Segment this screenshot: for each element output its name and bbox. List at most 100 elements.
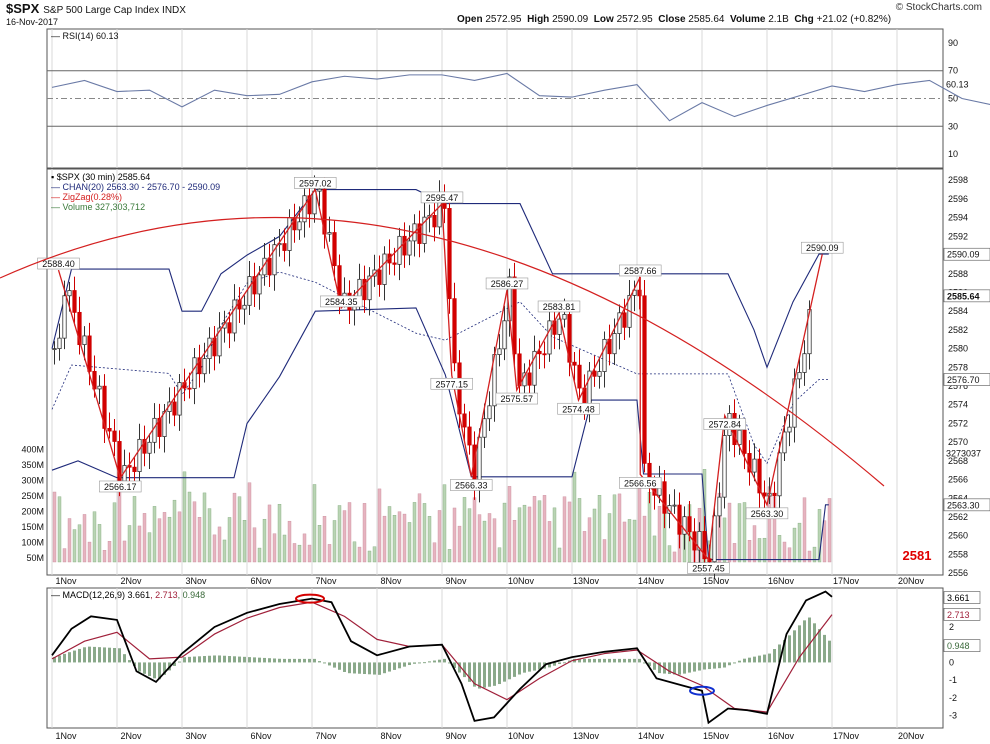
candle-body	[312, 190, 317, 215]
price-y-tick: 2578	[948, 362, 968, 372]
chart-symbol-title: $SPX S&P 500 Large Cap Index INDX	[6, 1, 186, 16]
macd-histogram-bar	[123, 654, 126, 663]
macd-histogram-bar	[193, 656, 196, 663]
macd-histogram-bar	[563, 662, 566, 664]
zigzag-label-box	[485, 277, 529, 290]
volume-bar	[732, 543, 737, 563]
volume-bar	[802, 497, 807, 563]
price-right-label-box	[943, 373, 990, 386]
zigzag-label: 2590.09	[806, 243, 839, 253]
macd-histogram-bar	[673, 662, 676, 675]
candle-body	[707, 558, 712, 563]
macd-histogram-bar	[498, 662, 501, 685]
volume-bar	[592, 508, 597, 563]
candle-body	[407, 240, 412, 256]
candle-body	[722, 435, 727, 498]
macd-histogram-bar	[773, 649, 776, 663]
macd-histogram-bar	[508, 662, 511, 680]
volume-bar	[287, 520, 292, 563]
macd-histogram-bar	[283, 658, 286, 663]
low-value: 2572.95	[616, 14, 653, 25]
x-tick-label: 20Nov	[898, 731, 925, 741]
high-label: High	[527, 14, 550, 25]
candle-body	[717, 496, 722, 517]
candle-body	[402, 235, 407, 256]
volume-bar	[417, 493, 422, 563]
macd-histogram-bar	[408, 662, 411, 666]
macd-histogram-bar	[433, 660, 436, 663]
x-tick-label: 2Nov	[120, 576, 142, 586]
macd-histogram-bar	[588, 658, 591, 663]
zigzag-label: 2575.57	[500, 394, 533, 404]
macd-histogram-bar	[103, 647, 106, 663]
candle-body	[497, 348, 502, 355]
macd-histogram-bar	[228, 656, 231, 663]
price-y-tick: 2558	[948, 549, 968, 559]
volume-bar	[542, 495, 547, 563]
candle-body	[242, 304, 247, 310]
candle-body	[377, 269, 382, 285]
volume-bar	[307, 544, 312, 563]
volume-bar	[277, 504, 282, 563]
macd-histogram-bar	[823, 634, 826, 663]
candle-body	[642, 295, 647, 464]
volume-bar	[817, 509, 822, 563]
volume-bar	[362, 503, 367, 563]
volume-bar	[477, 514, 482, 563]
volume-bar	[247, 482, 252, 563]
zigzag-line	[57, 187, 823, 562]
macd-y-tick: 0	[949, 657, 954, 667]
volume-bar	[567, 501, 572, 563]
macd-histogram-bar	[693, 662, 696, 672]
macd-histogram-bar	[718, 662, 721, 669]
macd-histogram-bar	[358, 662, 361, 674]
candle-body	[502, 320, 507, 350]
macd-histogram-bar	[153, 662, 156, 679]
volume-y-tick: 150M	[21, 522, 44, 532]
close-label: Close	[658, 14, 686, 25]
macd-histogram-bar	[468, 662, 471, 682]
candle-body	[422, 216, 427, 244]
macd-histogram-bar	[198, 656, 201, 663]
macd-histogram-bar	[463, 662, 466, 678]
candlesticks	[52, 175, 812, 578]
volume-bar	[262, 518, 267, 563]
price-y-tick: 2562	[948, 512, 968, 522]
candle-body	[562, 314, 567, 320]
candle-body	[132, 466, 137, 472]
candle-body	[382, 253, 387, 285]
macd-histogram-bar	[648, 662, 651, 667]
macd-histogram-bar	[443, 658, 446, 663]
volume-bar	[252, 527, 257, 563]
x-tick-label: 6Nov	[250, 576, 272, 586]
quote-summary: Open 2572.95 High 2590.09 Low 2572.95 Cl…	[457, 14, 891, 25]
volume-bar	[412, 502, 417, 563]
price-right-label-box	[943, 289, 990, 303]
volume-bar	[147, 532, 152, 563]
macd-histogram-bar	[743, 658, 746, 663]
volume-bar	[157, 518, 162, 563]
macd-histogram-bar	[403, 662, 406, 667]
candle-body	[527, 372, 532, 386]
volume-bar	[357, 546, 362, 563]
candle-body	[92, 370, 97, 390]
macd-histogram-bar	[288, 658, 291, 663]
candle-body	[307, 195, 312, 215]
candle-body	[797, 372, 802, 380]
volume-bar	[202, 492, 207, 563]
macd-line	[51, 590, 833, 725]
macd-histogram-bar	[163, 662, 166, 675]
zigzag-label-box	[745, 507, 789, 520]
low-label: Low	[593, 14, 614, 25]
zigzag-label-box	[537, 300, 581, 313]
x-tick-label: 16Nov	[768, 731, 795, 741]
macd-histogram-bar	[108, 647, 111, 663]
candle-body	[282, 243, 287, 251]
candle-body	[677, 504, 682, 535]
candle-body	[392, 262, 397, 265]
macd-histogram-bar	[818, 629, 821, 663]
candle-body	[187, 387, 192, 390]
x-tick-label: 14Nov	[638, 731, 665, 741]
macd-right-label-box	[943, 591, 981, 604]
volume-bar	[752, 525, 757, 563]
